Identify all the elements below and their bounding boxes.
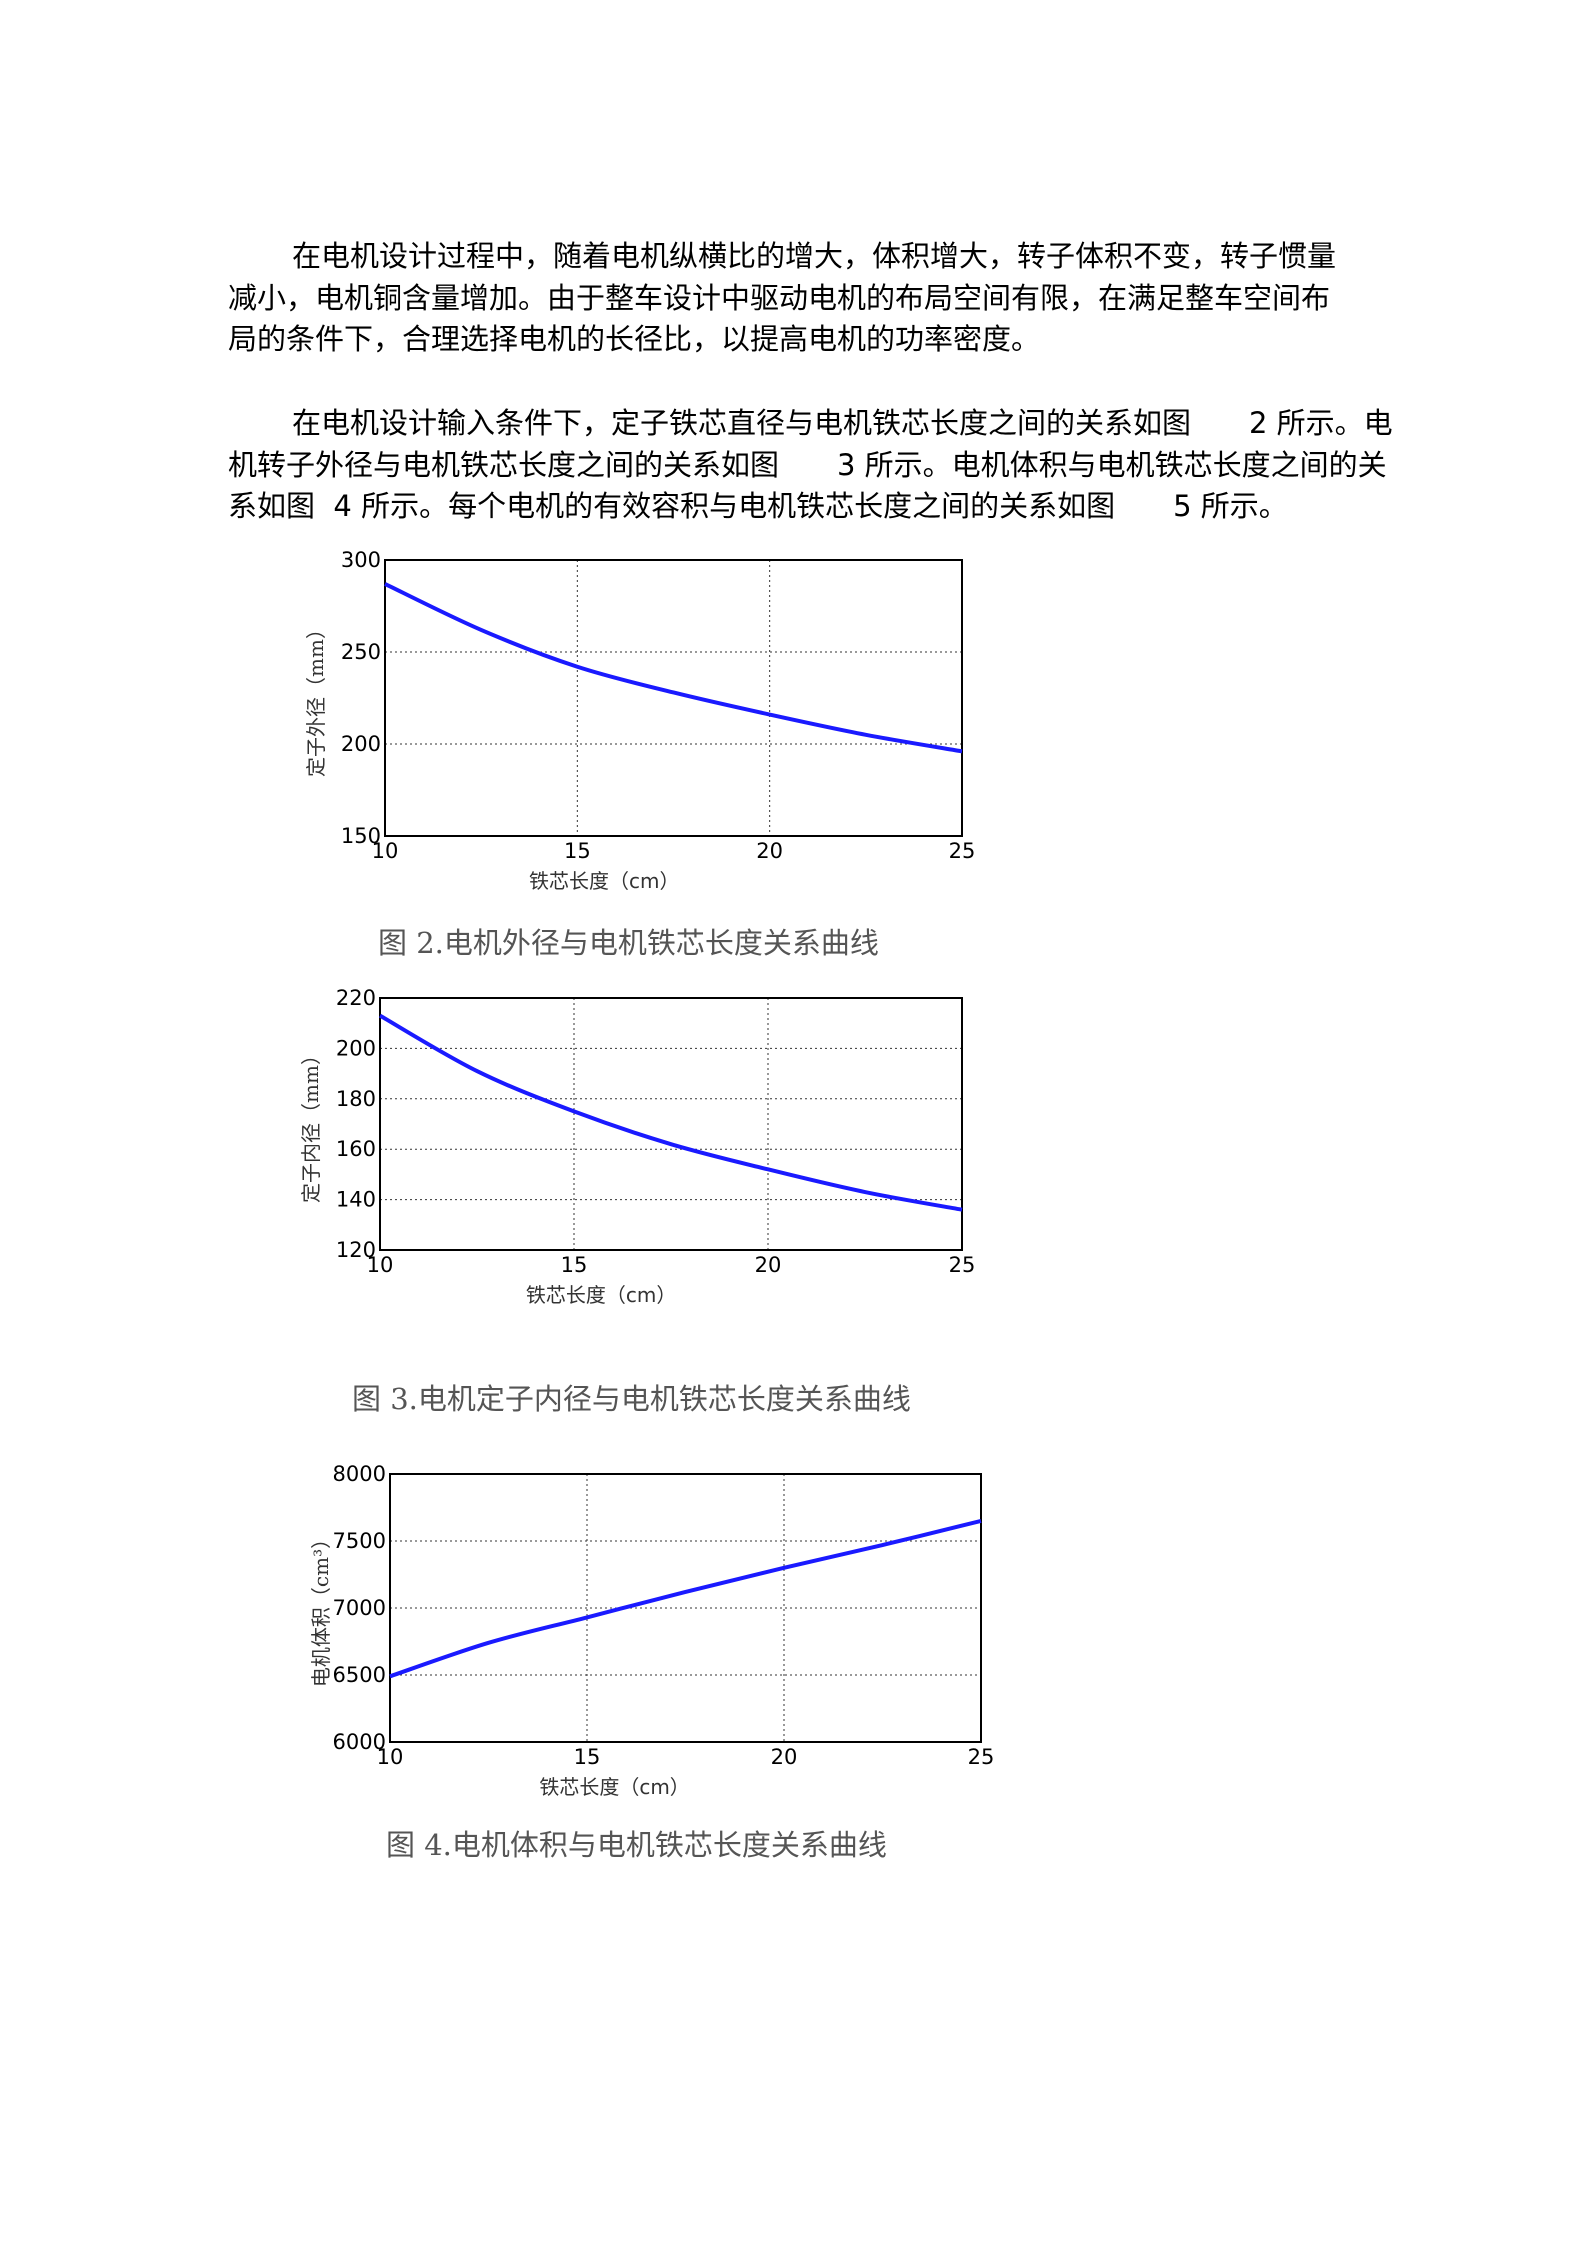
y-tick-label: 300 xyxy=(341,548,381,572)
x-tick-label: 15 xyxy=(561,1253,588,1277)
x-tick-label: 20 xyxy=(756,839,783,863)
y-tick-label: 180 xyxy=(336,1087,376,1111)
x-axis-label: 铁芯长度（cm） xyxy=(526,1283,676,1307)
y-tick-label: 200 xyxy=(341,732,381,756)
y-tick-label: 8000 xyxy=(333,1462,386,1486)
figure-3: 10 15 20 25 120 140 160 180 200 220 铁芯长度（cm） 定子内径（m… xyxy=(290,966,1010,1436)
paragraph-line: 机转子外径与电机铁芯长度之间的关系如图 3 所示。电机体积与电机铁芯长度之间的关 xyxy=(228,447,1387,482)
series-line xyxy=(384,582,963,754)
y-tick-label: 120 xyxy=(336,1238,376,1262)
x-tick-label: 10 xyxy=(372,839,399,863)
x-tick-label: 20 xyxy=(771,1745,798,1769)
y-axis-label: 定子外径（mm） xyxy=(304,619,328,777)
x-tick-label: 20 xyxy=(755,1253,782,1277)
y-tick-label: 200 xyxy=(336,1036,376,1060)
figure-2: 10 15 20 25 150 200 250 300 铁芯长度（cm） 定子外径（mm） 图 2… xyxy=(290,528,980,960)
y-axis-label: 电机体积（cm³） xyxy=(309,1529,333,1687)
x-tick-label: 15 xyxy=(564,839,591,863)
paragraph-line: 在电机设计输入条件下，定子铁芯直径与电机铁芯长度之间的关系如图 2 所示。电 xyxy=(292,406,1393,440)
chart-figure-4: 10 15 20 25 6000 6500 7000 7500 8000 铁芯长度（cm） 电机体积… xyxy=(309,1462,995,1799)
x-tick-label: 25 xyxy=(968,1745,995,1769)
chart-figure-3: 10 15 20 25 120 140 160 180 200 220 铁芯长度（cm） 定子内径（m… xyxy=(299,986,976,1307)
x-tick-label: 25 xyxy=(949,1253,976,1277)
y-tick-label: 6500 xyxy=(333,1663,386,1687)
paragraph-line: 在电机设计过程中，随着电机纵横比的增大，体积增大，转子体积不变，转子惯量 xyxy=(292,239,1337,273)
series-line xyxy=(389,1518,982,1679)
paragraph-line: 局的条件下，合理选择电机的长径比，以提高电机的功率密度。 xyxy=(228,322,1041,356)
paragraph-2: 在电机设计输入条件下，定子铁芯直径与电机铁芯长度之间的关系如图 2 所示。电 机… xyxy=(228,403,1428,528)
y-tick-label: 220 xyxy=(336,986,376,1010)
y-tick-label: 150 xyxy=(341,824,381,848)
plot-frame xyxy=(384,559,963,837)
y-tick-label: 7500 xyxy=(333,1529,386,1553)
y-tick-label: 140 xyxy=(336,1188,376,1212)
x-tick-label: 25 xyxy=(949,839,976,863)
figure-caption: 图 2.电机外径与电机铁芯长度关系曲线 xyxy=(378,926,879,960)
figure-caption: 图 4.电机体积与电机铁芯长度关系曲线 xyxy=(386,1828,887,1862)
chart-figure-2: 10 15 20 25 150 200 250 300 铁芯长度（cm） 定子外径（mm） xyxy=(304,548,976,893)
y-tick-label: 160 xyxy=(336,1137,376,1161)
x-tick-label: 10 xyxy=(377,1745,404,1769)
paragraph-1: 在电机设计过程中，随着电机纵横比的增大，体积增大，转子体积不变，转子惯量 减小，… xyxy=(228,236,1428,361)
series-line xyxy=(379,1013,963,1212)
y-axis-label: 定子内径（mm） xyxy=(299,1045,323,1203)
y-tick-label: 250 xyxy=(341,640,381,664)
figure-caption: 图 3.电机定子内径与电机铁芯长度关系曲线 xyxy=(352,1382,911,1416)
y-tick-label: 6000 xyxy=(333,1730,386,1754)
x-tick-label: 10 xyxy=(367,1253,394,1277)
y-tick-label: 7000 xyxy=(333,1596,386,1620)
figure-4: 10 15 20 25 6000 6500 7000 7500 8000 铁芯长度（cm） 电机体积… xyxy=(290,1442,1020,1868)
x-axis-label: 铁芯长度（cm） xyxy=(529,869,679,893)
plot-frame xyxy=(389,1473,982,1743)
x-tick-label: 15 xyxy=(574,1745,601,1769)
plot-frame xyxy=(379,997,963,1251)
x-axis-label: 铁芯长度（cm） xyxy=(539,1775,689,1799)
paragraph-line: 系如图 4 所示。每个电机的有效容积与电机铁芯长度之间的关系如图 5 所示。 xyxy=(228,489,1288,523)
paragraph-line: 减小，电机铜含量增加。由于整车设计中驱动电机的布局空间有限，在满足整车空间布 xyxy=(228,280,1331,315)
